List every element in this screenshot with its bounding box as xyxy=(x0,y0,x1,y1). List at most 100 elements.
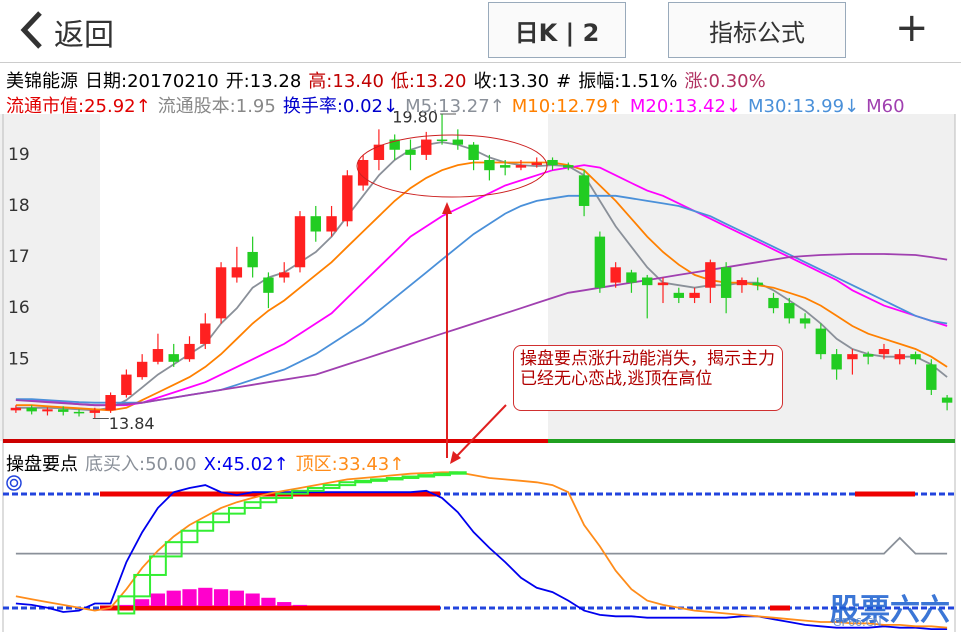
histogram-bar xyxy=(166,590,181,606)
candle-body xyxy=(768,297,779,309)
series-line xyxy=(15,141,948,412)
y-tick-label: 19 xyxy=(8,145,30,165)
candle-body xyxy=(578,175,590,206)
watermark: 股票六六 xyxy=(830,593,950,628)
histogram-bar xyxy=(182,589,197,606)
shade xyxy=(0,114,100,441)
candle-body xyxy=(515,165,527,168)
legend-item: 底买入:50.00 xyxy=(85,454,197,475)
histogram-bar xyxy=(198,587,213,606)
candle-body xyxy=(626,272,637,283)
candle-body xyxy=(326,216,337,232)
annotation: 操盘要点涨升动能消失，揭示主力已经无心恋战,逃顶在高位 xyxy=(513,345,783,411)
info-item: 流通市值:25.92↑ xyxy=(6,96,151,117)
candle-body xyxy=(452,139,464,145)
info-row: 流通市值:25.92↑ 流通股本:1.95 换手率:0.02↓ M5:13.27↑ M1… xyxy=(6,92,958,118)
candle-body xyxy=(784,303,795,319)
watermark-site: GP66.CN xyxy=(833,616,882,629)
legend-item: M5:13.27↑ xyxy=(405,96,505,117)
candle-body xyxy=(862,354,874,357)
info-item: 日期:20170210 xyxy=(85,71,219,92)
step-box xyxy=(180,529,199,544)
step-box xyxy=(385,476,404,481)
histogram-bar xyxy=(245,593,260,606)
candle-body xyxy=(547,159,558,166)
step-box xyxy=(275,492,294,499)
step-box xyxy=(401,475,420,479)
y-tick-label: 16 xyxy=(8,298,30,318)
info-item: 开:13.28 xyxy=(225,71,302,92)
legend-item: X:45.02↑ xyxy=(203,454,289,475)
histogram-bar xyxy=(277,602,292,606)
back-icon[interactable] xyxy=(14,0,54,60)
legend-item: M30:13.99↓ xyxy=(748,96,860,117)
candle-body xyxy=(847,354,858,360)
candle-body xyxy=(799,318,811,324)
step-box xyxy=(354,479,373,484)
strip xyxy=(548,439,955,443)
indicator-icon xyxy=(9,478,19,488)
candle-body xyxy=(941,397,953,403)
step-box xyxy=(227,506,246,515)
histogram-bar xyxy=(150,593,166,606)
candle-body xyxy=(736,280,748,286)
back-arrow xyxy=(20,11,42,49)
step-box xyxy=(370,478,388,482)
candle-body xyxy=(89,410,101,413)
step-box xyxy=(117,595,136,615)
info-row: 美锦能源 日期:20170210 开:13.28 高:13.40 低:13.20 收:13… xyxy=(6,67,958,93)
candle-body xyxy=(184,343,195,360)
add-button[interactable]: + xyxy=(895,5,929,51)
candle-body xyxy=(294,216,306,268)
step-box xyxy=(212,512,230,524)
candle-body xyxy=(121,374,132,396)
candle-body xyxy=(752,282,763,286)
candle-body xyxy=(705,262,716,288)
candle-body xyxy=(531,162,542,166)
histogram-bar xyxy=(261,597,276,606)
candle-body xyxy=(594,236,606,288)
legend-item: M10:12.79↑ xyxy=(511,96,623,117)
back-button[interactable]: 返回 xyxy=(54,18,114,53)
arrow-head xyxy=(442,202,452,214)
candle-body xyxy=(720,267,732,298)
candle-body xyxy=(910,354,921,360)
step-box xyxy=(322,484,341,489)
candle-body xyxy=(278,272,290,278)
candle-body xyxy=(657,282,669,286)
legend-item: M60 xyxy=(866,96,905,117)
series-line xyxy=(15,164,948,407)
candle-body xyxy=(152,349,164,362)
candle-body xyxy=(563,165,574,168)
candle-body xyxy=(926,364,937,390)
step-box xyxy=(448,471,467,475)
formula-tab[interactable]: 指标公式 xyxy=(668,2,846,58)
histogram-bar xyxy=(292,604,308,606)
candle-body xyxy=(58,409,69,412)
candle-body xyxy=(263,277,274,293)
candle-body xyxy=(878,349,890,355)
histogram-bar xyxy=(213,589,229,606)
histogram-bar xyxy=(119,604,134,606)
period-tab[interactable]: 日K | 2 xyxy=(488,2,626,58)
info-item: 低:13.20 xyxy=(390,71,467,92)
candle-body xyxy=(200,323,211,344)
candle-body xyxy=(689,292,700,298)
step-box xyxy=(243,501,262,509)
step-box xyxy=(338,481,357,487)
candle-body xyxy=(499,165,511,168)
extreme-label: 13.84 xyxy=(109,414,155,433)
candle-body xyxy=(421,139,432,155)
candle-body xyxy=(673,292,685,298)
candle-body xyxy=(357,159,369,186)
candle-body xyxy=(10,407,22,411)
arrow-head xyxy=(450,451,461,464)
indicator-legend: 操盘要点 底买入:50.00 X:45.02↑ 顶区:33.43↑ xyxy=(6,450,958,476)
histogram-bar xyxy=(135,599,150,606)
candle-body xyxy=(42,409,53,412)
y-tick-label: 17 xyxy=(8,247,30,267)
step-box xyxy=(133,573,152,598)
legend-item: M20:13.42↓ xyxy=(629,96,741,117)
step-box xyxy=(196,521,215,532)
